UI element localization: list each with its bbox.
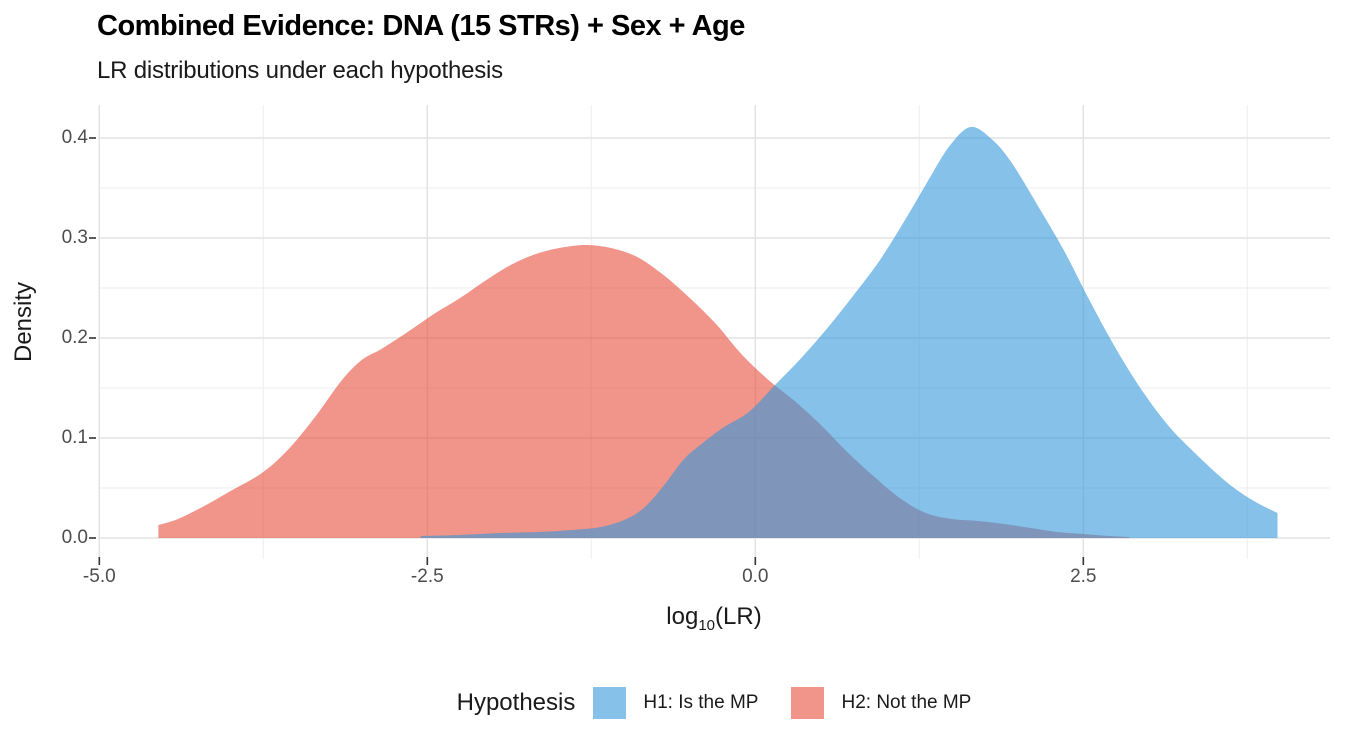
y-tick-label: 0.1 <box>61 427 88 448</box>
x-tick-label: 0.0 <box>742 566 769 587</box>
x-axis-title-tail: (LR) <box>715 603 762 630</box>
x-axis-title: log10(LR) <box>666 603 761 634</box>
x-tick-label: -5.0 <box>82 566 116 587</box>
y-tick-label: 0.0 <box>61 527 88 548</box>
x-tick-label: 2.5 <box>1070 566 1097 587</box>
x-axis-title-subscript: 10 <box>698 616 716 634</box>
legend-title: Hypothesis <box>456 689 576 716</box>
y-tick-label: 0.2 <box>61 327 88 348</box>
y-tick-label: 0.4 <box>61 127 88 148</box>
legend-swatch-h1 <box>593 687 627 719</box>
legend-swatch-h2 <box>791 687 825 719</box>
density-area-h1 <box>420 126 1278 538</box>
legend-entry-h2: H2: Not the MP <box>791 687 971 719</box>
chart-title: Combined Evidence: DNA (15 STRs) + Sex +… <box>97 10 745 42</box>
legend: Hypothesis H1: Is the MP H2: Not the MP <box>98 682 1330 724</box>
y-axis-title: Density <box>10 281 37 363</box>
chart-subtitle: LR distributions under each hypothesis <box>97 57 503 84</box>
y-tick-label: 0.3 <box>61 227 88 248</box>
x-tick-label: -2.5 <box>410 566 444 587</box>
legend-label-h2: H2: Not the MP <box>841 692 972 713</box>
legend-entries: H1: Is the MP H2: Not the MP <box>593 687 971 719</box>
legend-label-h1: H1: Is the MP <box>643 692 759 713</box>
density-area-h2 <box>158 244 1130 539</box>
x-axis-title-main: log <box>666 603 699 630</box>
legend-entry-h1: H1: Is the MP <box>593 687 758 719</box>
